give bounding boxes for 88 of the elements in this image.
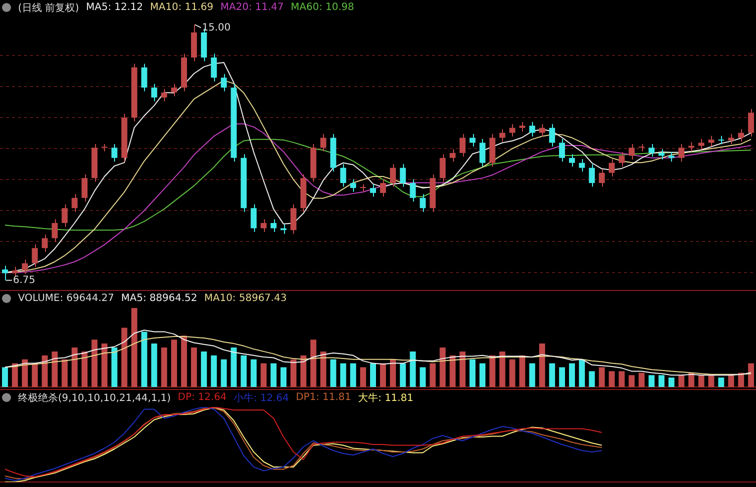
bar [82, 351, 88, 387]
bar [588, 371, 595, 387]
bar [121, 328, 128, 387]
bar [32, 363, 38, 387]
bar [220, 359, 227, 387]
bar [161, 348, 168, 387]
bar [470, 359, 476, 387]
bar [618, 371, 625, 387]
bar [549, 363, 556, 387]
bar [648, 375, 655, 387]
bar [638, 372, 645, 387]
candlestick [658, 148, 664, 160]
bar [141, 332, 148, 387]
bar [380, 363, 386, 387]
bar [748, 363, 754, 387]
bar [330, 359, 336, 387]
bar [2, 367, 8, 387]
bar [350, 363, 356, 387]
bar [320, 351, 326, 387]
bar [440, 348, 446, 387]
bar [578, 359, 585, 387]
bar [290, 359, 296, 387]
bar [230, 348, 237, 387]
bar [340, 363, 346, 387]
bar [111, 348, 118, 387]
bar [181, 336, 188, 387]
bar [479, 363, 486, 387]
bar [559, 367, 566, 387]
text: MA10: 11.69 [150, 2, 214, 13]
bar [92, 340, 98, 387]
bar [420, 367, 426, 387]
bar [568, 363, 575, 387]
bar [190, 348, 197, 387]
bar [410, 351, 416, 387]
chart-title: VOLUME: 69644.27 [18, 293, 114, 304]
text: DP1: 11.81 [296, 392, 352, 403]
bar [171, 340, 178, 387]
annotation: 6.75 [12, 274, 36, 286]
series-label: DP: 12.64 [178, 392, 227, 403]
chart-title: 终极绝杀(9,10,10,10,21,44,1,1) [18, 392, 171, 404]
bar [668, 378, 674, 387]
bar [608, 371, 615, 387]
text: MA5: 12.12 [86, 2, 143, 13]
bar [151, 344, 158, 387]
bar [678, 375, 684, 387]
bar [539, 344, 546, 387]
bar [489, 355, 496, 387]
bar [210, 355, 217, 387]
bar [509, 359, 516, 387]
text: MA20: 11.47 [220, 2, 284, 13]
bar [250, 359, 257, 387]
bar [280, 367, 286, 387]
bar [101, 344, 108, 387]
bar [62, 359, 68, 387]
text: MA60: 10.98 [290, 2, 354, 13]
bar [430, 363, 436, 387]
text: 大牛: 11.81 [358, 392, 414, 404]
annotation: 15.00 [202, 22, 231, 34]
series-label: 小牛: 12.64 [234, 392, 289, 404]
bar [628, 375, 635, 387]
bar [400, 363, 406, 387]
bar [260, 363, 267, 387]
bar [360, 367, 366, 387]
bar [460, 351, 466, 387]
bar [658, 375, 664, 387]
bar [200, 351, 207, 387]
bar [370, 363, 376, 387]
bar [698, 375, 704, 387]
bar [22, 359, 28, 387]
bar [72, 348, 78, 387]
bar [310, 340, 316, 387]
bar [12, 363, 18, 387]
bar [300, 355, 306, 387]
bar [728, 375, 734, 387]
bar [450, 355, 456, 387]
chart-title: (日线 前复权) [18, 2, 79, 14]
bar [718, 378, 724, 387]
bar [52, 351, 58, 387]
bar [499, 351, 506, 387]
text: MA5: 88964.52 [121, 293, 198, 304]
text: MA10: 58967.43 [204, 293, 287, 304]
bar [270, 363, 277, 387]
bar [131, 308, 138, 387]
bar [529, 363, 536, 387]
bar [598, 367, 605, 387]
bar [240, 355, 247, 387]
candlestick [698, 138, 704, 150]
bar [390, 359, 396, 387]
